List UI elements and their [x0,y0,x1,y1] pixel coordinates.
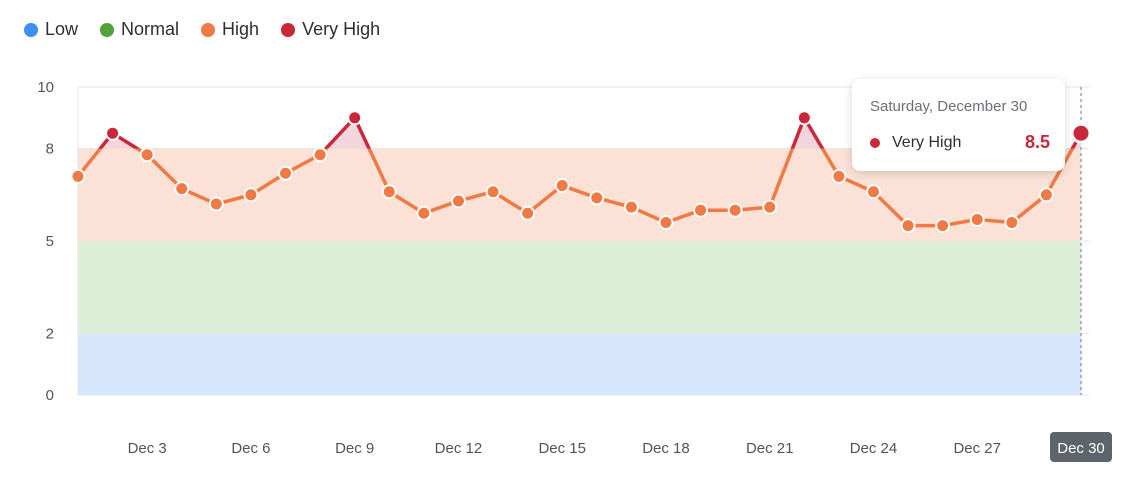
data-point-dec-23 [831,168,847,184]
legend-item-low[interactable]: Low [24,19,78,40]
legend-item-high[interactable]: High [201,19,259,40]
x-tick-label-dec-24: Dec 24 [850,440,898,457]
band-low [78,333,1081,395]
x-tick-label-dec-18: Dec 18 [642,440,690,457]
data-point-dec-15 [554,178,570,194]
data-point-dec-29 [1038,187,1054,203]
data-point-dec-21 [762,199,778,215]
data-point-dec-11 [416,205,432,221]
legend-item-normal[interactable]: Normal [100,19,179,40]
data-point-dec-20 [727,202,743,218]
x-tick-label-dec-3: Dec 3 [128,440,167,457]
x-tick-label-dec-21: Dec 21 [746,440,794,457]
x-tick-label-dec-30: Dec 30 [1057,440,1105,457]
data-point-dec-19 [693,202,709,218]
data-point-dec-7 [278,165,294,181]
legend: Low Normal High Very High [24,19,402,40]
x-axis-ticks: Dec 3 Dec 6 Dec 9 Dec 12 Dec 15 Dec 18 Dec 21 D… [128,432,1112,462]
area-fills [78,117,1081,241]
x-tick-label-dec-15: Dec 15 [538,440,586,457]
data-point-dec-9 [347,110,363,126]
data-point-dec-25 [900,218,916,234]
tooltip-row: Very High 8.5 [870,132,1050,153]
data-point-dec-13 [485,184,501,200]
data-point-dec-2 [105,125,121,141]
data-point-dec-26 [935,218,951,234]
x-tick-label-dec-9: Dec 9 [335,440,374,457]
data-point-dec-10 [381,184,397,200]
data-point-dec-18 [658,215,674,231]
data-point-dec-3 [139,147,155,163]
legend-label-very-high: Very High [302,19,381,39]
data-point-dec-6 [243,187,259,203]
legend-high-marker-icon [201,22,216,37]
y-tick-label-8: 8 [46,141,54,158]
y-tick-label-0: 0 [46,387,54,404]
data-point-dec-24 [865,184,881,200]
legend-label-low: Low [45,19,79,39]
y-axis-ticks: 0 2 5 8 10 [37,79,54,404]
data-point-dec-27 [969,211,985,227]
x-tick-label-dec-6: Dec 6 [231,440,270,457]
data-point-dec-30 [1070,122,1092,144]
tooltip-value: 8.5 [1024,132,1050,152]
x-tick-label-dec-27: Dec 27 [953,440,1001,457]
legend-label-high: High [222,19,260,39]
legend-normal-marker-icon [100,22,115,37]
data-point-dec-22 [796,110,812,126]
legend-item-very-high[interactable]: Very High [281,19,380,40]
data-points [70,110,1092,234]
data-point-dec-14 [520,205,536,221]
x-tick-highlight-box [1050,432,1112,462]
data-point-dec-17 [623,199,639,215]
background-bands [78,148,1081,395]
area-high [78,148,1081,241]
y-tick-label-10: 10 [37,79,54,96]
area-very-high [100,117,1081,149]
band-normal [78,241,1081,334]
data-point-dec-5 [208,196,224,212]
data-point-dec-28 [1004,215,1020,231]
legend-label-normal: Normal [121,19,180,39]
y-tick-label-2: 2 [46,325,54,342]
x-tick-label-dec-12: Dec 12 [435,440,483,457]
data-point-dec-16 [589,190,605,206]
data-point-dec-1 [70,168,86,184]
tooltip-title: Saturday, December 30 [870,98,1028,115]
data-point-dec-12 [450,193,466,209]
data-point-dec-8 [312,147,328,163]
legend-very-high-marker-icon [281,22,296,37]
data-point-dec-4 [174,181,190,197]
y-tick-label-5: 5 [46,233,54,250]
legend-low-marker-icon [24,22,38,37]
tooltip-marker-icon [870,137,880,148]
tooltip: Saturday, December 30 Very High 8.5 [852,79,1065,171]
tooltip-series-label: Very High [892,133,962,151]
